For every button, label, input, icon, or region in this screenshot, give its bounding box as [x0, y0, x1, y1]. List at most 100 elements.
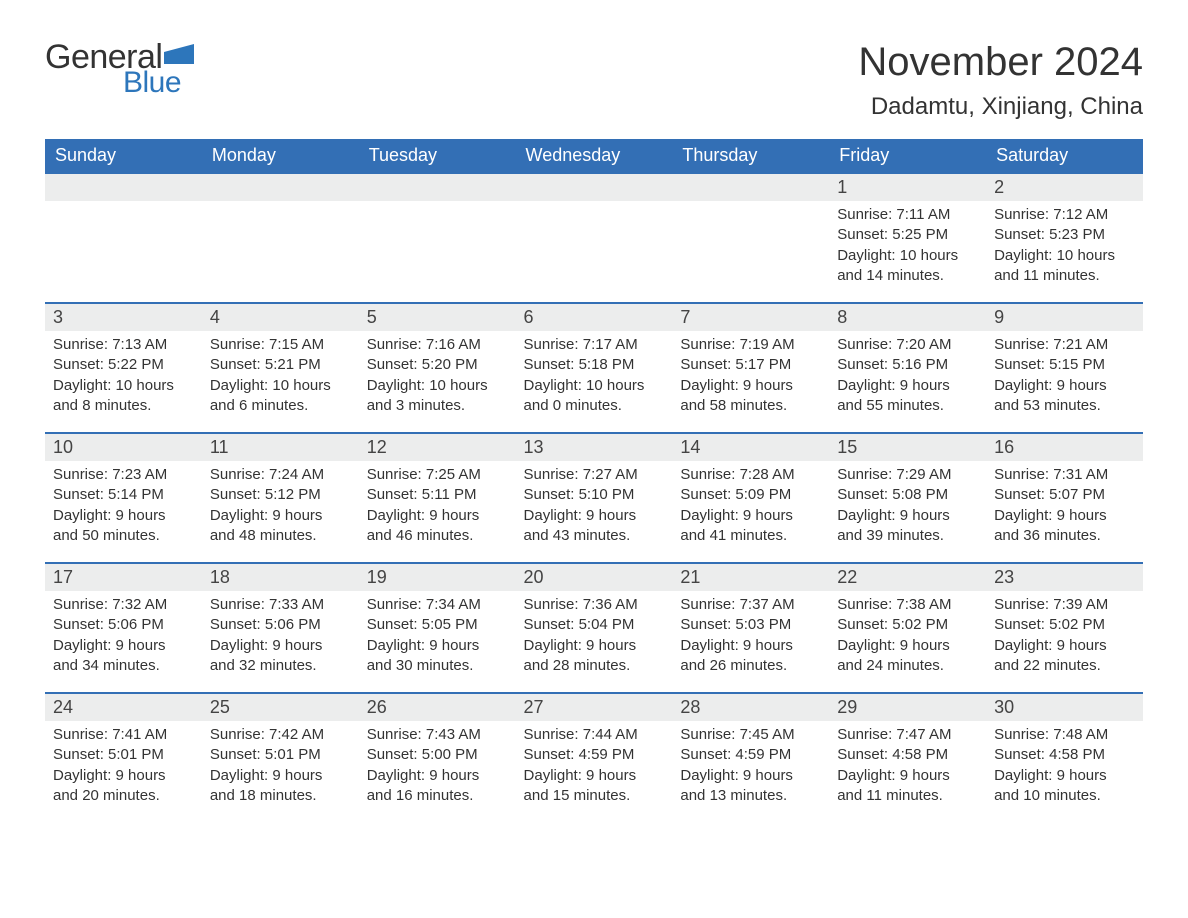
sunset-line: Sunset: 5:07 PM — [994, 485, 1135, 505]
daylight-line-2: and 53 minutes. — [994, 396, 1135, 416]
calendar-table: SundayMondayTuesdayWednesdayThursdayFrid… — [45, 139, 1143, 823]
daylight-line-2: and 39 minutes. — [837, 526, 978, 546]
day-body: Sunrise: 7:19 AMSunset: 5:17 PMDaylight:… — [672, 331, 829, 424]
day-body: Sunrise: 7:31 AMSunset: 5:07 PMDaylight:… — [986, 461, 1143, 554]
day-number: 23 — [986, 564, 1143, 591]
calendar-day-cell: 27Sunrise: 7:44 AMSunset: 4:59 PMDayligh… — [516, 693, 673, 823]
sunrise-line: Sunrise: 7:19 AM — [680, 335, 821, 355]
sunset-line: Sunset: 5:10 PM — [524, 485, 665, 505]
sunrise-line: Sunrise: 7:32 AM — [53, 595, 194, 615]
calendar-day-cell — [359, 173, 516, 303]
location: Dadamtu, Xinjiang, China — [858, 93, 1143, 121]
calendar-day-cell: 14Sunrise: 7:28 AMSunset: 5:09 PMDayligh… — [672, 433, 829, 563]
day-number: 19 — [359, 564, 516, 591]
sunrise-line: Sunrise: 7:29 AM — [837, 465, 978, 485]
sunrise-line: Sunrise: 7:34 AM — [367, 595, 508, 615]
day-number: 10 — [45, 434, 202, 461]
sunset-line: Sunset: 4:58 PM — [994, 745, 1135, 765]
title-block: November 2024 Dadamtu, Xinjiang, China — [858, 40, 1143, 121]
day-number: 15 — [829, 434, 986, 461]
calendar-day-cell: 19Sunrise: 7:34 AMSunset: 5:05 PMDayligh… — [359, 563, 516, 693]
day-body: Sunrise: 7:41 AMSunset: 5:01 PMDaylight:… — [45, 721, 202, 814]
day-body: Sunrise: 7:23 AMSunset: 5:14 PMDaylight:… — [45, 461, 202, 554]
calendar-day-cell: 30Sunrise: 7:48 AMSunset: 4:58 PMDayligh… — [986, 693, 1143, 823]
daylight-line-1: Daylight: 9 hours — [680, 376, 821, 396]
daylight-line-2: and 6 minutes. — [210, 396, 351, 416]
calendar-week-row: 17Sunrise: 7:32 AMSunset: 5:06 PMDayligh… — [45, 563, 1143, 693]
calendar-day-cell — [45, 173, 202, 303]
day-body: Sunrise: 7:32 AMSunset: 5:06 PMDaylight:… — [45, 591, 202, 684]
calendar-day-cell: 1Sunrise: 7:11 AMSunset: 5:25 PMDaylight… — [829, 173, 986, 303]
sunset-line: Sunset: 5:25 PM — [837, 225, 978, 245]
calendar-day-cell — [202, 173, 359, 303]
sunset-line: Sunset: 5:16 PM — [837, 355, 978, 375]
sunrise-line: Sunrise: 7:21 AM — [994, 335, 1135, 355]
sunrise-line: Sunrise: 7:47 AM — [837, 725, 978, 745]
day-body: Sunrise: 7:48 AMSunset: 4:58 PMDaylight:… — [986, 721, 1143, 814]
calendar-day-cell — [672, 173, 829, 303]
sunset-line: Sunset: 5:15 PM — [994, 355, 1135, 375]
day-number: 2 — [986, 174, 1143, 201]
sunrise-line: Sunrise: 7:13 AM — [53, 335, 194, 355]
daylight-line-2: and 10 minutes. — [994, 786, 1135, 806]
daylight-line-1: Daylight: 9 hours — [680, 506, 821, 526]
sunset-line: Sunset: 5:23 PM — [994, 225, 1135, 245]
day-body: Sunrise: 7:13 AMSunset: 5:22 PMDaylight:… — [45, 331, 202, 424]
day-number: 9 — [986, 304, 1143, 331]
calendar-day-cell: 20Sunrise: 7:36 AMSunset: 5:04 PMDayligh… — [516, 563, 673, 693]
calendar-day-cell: 13Sunrise: 7:27 AMSunset: 5:10 PMDayligh… — [516, 433, 673, 563]
daylight-line-2: and 22 minutes. — [994, 656, 1135, 676]
sunrise-line: Sunrise: 7:16 AM — [367, 335, 508, 355]
day-number: 22 — [829, 564, 986, 591]
empty-day-header — [45, 174, 202, 201]
weekday-header: Thursday — [672, 139, 829, 173]
calendar-day-cell: 29Sunrise: 7:47 AMSunset: 4:58 PMDayligh… — [829, 693, 986, 823]
calendar-day-cell: 6Sunrise: 7:17 AMSunset: 5:18 PMDaylight… — [516, 303, 673, 433]
daylight-line-1: Daylight: 9 hours — [524, 506, 665, 526]
calendar-day-cell: 4Sunrise: 7:15 AMSunset: 5:21 PMDaylight… — [202, 303, 359, 433]
day-number: 12 — [359, 434, 516, 461]
calendar-day-cell: 3Sunrise: 7:13 AMSunset: 5:22 PMDaylight… — [45, 303, 202, 433]
daylight-line-2: and 43 minutes. — [524, 526, 665, 546]
sunrise-line: Sunrise: 7:25 AM — [367, 465, 508, 485]
daylight-line-1: Daylight: 9 hours — [367, 766, 508, 786]
day-body: Sunrise: 7:17 AMSunset: 5:18 PMDaylight:… — [516, 331, 673, 424]
daylight-line-1: Daylight: 9 hours — [994, 376, 1135, 396]
calendar-day-cell: 21Sunrise: 7:37 AMSunset: 5:03 PMDayligh… — [672, 563, 829, 693]
sunset-line: Sunset: 5:06 PM — [210, 615, 351, 635]
sunset-line: Sunset: 5:06 PM — [53, 615, 194, 635]
flag-icon — [164, 44, 194, 68]
calendar-day-cell: 9 Sunrise: 7:21 AMSunset: 5:15 PMDaylight… — [986, 303, 1143, 433]
sunrise-line: Sunrise: 7:12 AM — [994, 205, 1135, 225]
daylight-line-2: and 14 minutes. — [837, 266, 978, 286]
daylight-line-1: Daylight: 10 hours — [53, 376, 194, 396]
day-body: Sunrise: 7:34 AMSunset: 5:05 PMDaylight:… — [359, 591, 516, 684]
day-body: Sunrise: 7:24 AMSunset: 5:12 PMDaylight:… — [202, 461, 359, 554]
day-body: Sunrise: 7:16 AMSunset: 5:20 PMDaylight:… — [359, 331, 516, 424]
empty-day-header — [516, 174, 673, 201]
calendar-day-cell: 18Sunrise: 7:33 AMSunset: 5:06 PMDayligh… — [202, 563, 359, 693]
day-number: 21 — [672, 564, 829, 591]
daylight-line-2: and 26 minutes. — [680, 656, 821, 676]
day-body: Sunrise: 7:43 AMSunset: 5:00 PMDaylight:… — [359, 721, 516, 814]
sunset-line: Sunset: 5:14 PM — [53, 485, 194, 505]
daylight-line-2: and 34 minutes. — [53, 656, 194, 676]
calendar-day-cell: 11Sunrise: 7:24 AMSunset: 5:12 PMDayligh… — [202, 433, 359, 563]
sunset-line: Sunset: 5:01 PM — [53, 745, 194, 765]
sunset-line: Sunset: 4:59 PM — [524, 745, 665, 765]
day-number: 6 — [516, 304, 673, 331]
day-number: 17 — [45, 564, 202, 591]
sunrise-line: Sunrise: 7:33 AM — [210, 595, 351, 615]
day-number: 4 — [202, 304, 359, 331]
daylight-line-1: Daylight: 10 hours — [367, 376, 508, 396]
day-body: Sunrise: 7:38 AMSunset: 5:02 PMDaylight:… — [829, 591, 986, 684]
month-title: November 2024 — [858, 40, 1143, 85]
daylight-line-2: and 18 minutes. — [210, 786, 351, 806]
calendar-day-cell: 5Sunrise: 7:16 AMSunset: 5:20 PMDaylight… — [359, 303, 516, 433]
daylight-line-2: and 0 minutes. — [524, 396, 665, 416]
day-body: Sunrise: 7:39 AMSunset: 5:02 PMDaylight:… — [986, 591, 1143, 684]
daylight-line-2: and 28 minutes. — [524, 656, 665, 676]
empty-day-header — [359, 174, 516, 201]
daylight-line-2: and 11 minutes. — [994, 266, 1135, 286]
sunrise-line: Sunrise: 7:39 AM — [994, 595, 1135, 615]
